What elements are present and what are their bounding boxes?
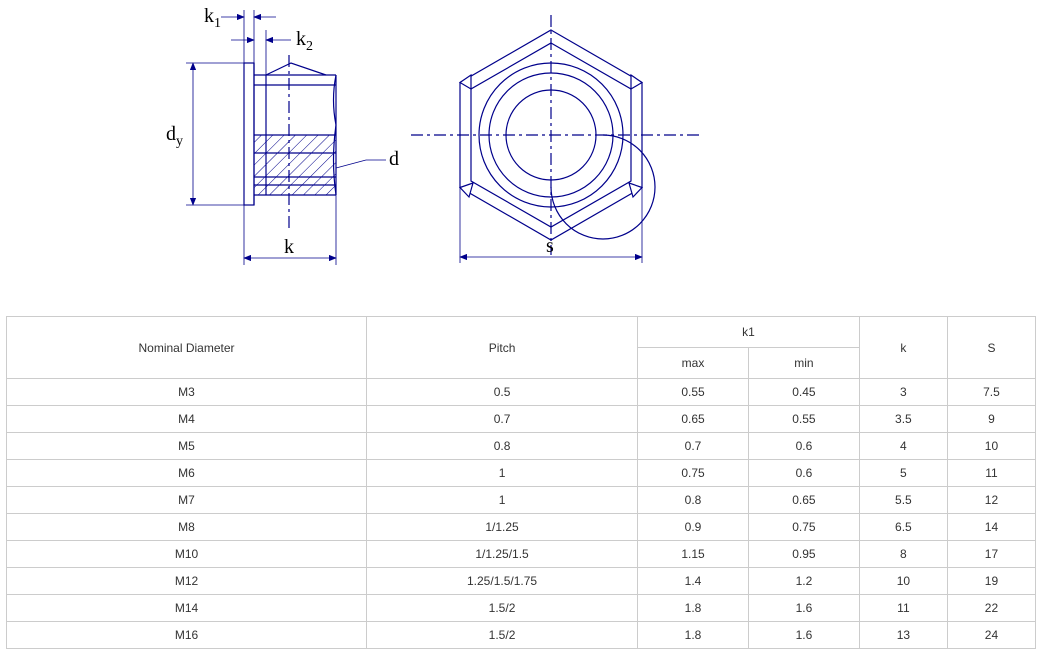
table-body: M30.50.550.4537.5M40.70.650.553.59M50.80… [7, 379, 1036, 649]
table-cell: M12 [7, 568, 367, 595]
label-k2-sub: 2 [306, 39, 313, 54]
table-cell: 0.9 [638, 514, 749, 541]
table-cell: 1.8 [638, 622, 749, 649]
table-cell: 1.15 [638, 541, 749, 568]
col-pitch: Pitch [367, 317, 638, 379]
table-cell: 1.4 [638, 568, 749, 595]
table-cell: 0.7 [367, 406, 638, 433]
table-row: M101/1.25/1.51.150.95817 [7, 541, 1036, 568]
table-row: M40.70.650.553.59 [7, 406, 1036, 433]
table-cell: 10 [947, 433, 1035, 460]
table-cell: 4 [859, 433, 947, 460]
label-k: k [284, 236, 294, 258]
table-cell: 3 [859, 379, 947, 406]
table-row: M610.750.6511 [7, 460, 1036, 487]
label-k1: k [204, 5, 214, 27]
label-d: d [389, 148, 399, 170]
table-cell: 5 [859, 460, 947, 487]
table-cell: 10 [859, 568, 947, 595]
table-cell: 19 [947, 568, 1035, 595]
table-cell: M10 [7, 541, 367, 568]
col-nominal-diameter: Nominal Diameter [7, 317, 367, 379]
dimensions-table: Nominal Diameter Pitch k1 k S max min M3… [6, 316, 1036, 649]
label-k2: k [296, 28, 306, 50]
table-cell: M3 [7, 379, 367, 406]
table-cell: 1 [367, 460, 638, 487]
table-cell: 0.65 [638, 406, 749, 433]
table-header: Nominal Diameter Pitch k1 k S max min [7, 317, 1036, 379]
label-k1-sub: 1 [214, 16, 221, 31]
table-row: M50.80.70.6410 [7, 433, 1036, 460]
table-row: M81/1.250.90.756.514 [7, 514, 1036, 541]
table-cell: 13 [859, 622, 947, 649]
svg-text:k1: k1 [204, 5, 221, 31]
table-row: M141.5/21.81.61122 [7, 595, 1036, 622]
table-cell: 1.5/2 [367, 622, 638, 649]
table-cell: 24 [947, 622, 1035, 649]
table-cell: 0.45 [748, 379, 859, 406]
table-cell: 3.5 [859, 406, 947, 433]
page-container: k1 k2 dy [0, 0, 1042, 649]
table-cell: 1.5/2 [367, 595, 638, 622]
table-cell: 0.75 [638, 460, 749, 487]
table-row: M161.5/21.81.61324 [7, 622, 1036, 649]
table-cell: 1.8 [638, 595, 749, 622]
table-cell: M14 [7, 595, 367, 622]
table-cell: 7.5 [947, 379, 1035, 406]
table-cell: 1/1.25/1.5 [367, 541, 638, 568]
table-cell: M5 [7, 433, 367, 460]
table-cell: 0.55 [748, 406, 859, 433]
table-cell: 6.5 [859, 514, 947, 541]
table-row: M710.80.655.512 [7, 487, 1036, 514]
table-cell: 0.7 [638, 433, 749, 460]
label-s: s [546, 235, 554, 257]
table-cell: 0.55 [638, 379, 749, 406]
table-cell: 5.5 [859, 487, 947, 514]
svg-text:k2: k2 [296, 28, 313, 54]
side-view: k1 k2 dy [166, 5, 399, 265]
table-cell: M8 [7, 514, 367, 541]
table-cell: M7 [7, 487, 367, 514]
col-s: S [947, 317, 1035, 379]
table-cell: 1.2 [748, 568, 859, 595]
front-view: s [411, 15, 701, 263]
col-k: k [859, 317, 947, 379]
table-cell: 1.6 [748, 622, 859, 649]
label-dy: d [166, 123, 176, 145]
table-cell: 1.6 [748, 595, 859, 622]
table-cell: M4 [7, 406, 367, 433]
table-cell: 1/1.25 [367, 514, 638, 541]
table-cell: 12 [947, 487, 1035, 514]
table-cell: 0.8 [367, 433, 638, 460]
svg-text:dy: dy [166, 123, 183, 149]
col-k1-max: max [638, 348, 749, 379]
table-cell: 14 [947, 514, 1035, 541]
table-cell: M6 [7, 460, 367, 487]
diagram-svg: k1 k2 dy [131, 5, 911, 305]
table-cell: 1 [367, 487, 638, 514]
table-cell: 0.6 [748, 460, 859, 487]
table-cell: 0.75 [748, 514, 859, 541]
table-row: M121.25/1.5/1.751.41.21019 [7, 568, 1036, 595]
col-k1: k1 [638, 317, 860, 348]
table-cell: 22 [947, 595, 1035, 622]
table-cell: 0.8 [638, 487, 749, 514]
table-cell: 11 [859, 595, 947, 622]
table-cell: 0.65 [748, 487, 859, 514]
technical-diagram: k1 k2 dy [0, 0, 1042, 310]
table-cell: M16 [7, 622, 367, 649]
table-cell: 0.5 [367, 379, 638, 406]
table-cell: 11 [947, 460, 1035, 487]
table-cell: 17 [947, 541, 1035, 568]
table-cell: 0.6 [748, 433, 859, 460]
col-k1-min: min [748, 348, 859, 379]
table-cell: 9 [947, 406, 1035, 433]
table-cell: 1.25/1.5/1.75 [367, 568, 638, 595]
table-cell: 8 [859, 541, 947, 568]
label-dy-sub: y [176, 134, 183, 149]
table-cell: 0.95 [748, 541, 859, 568]
table-row: M30.50.550.4537.5 [7, 379, 1036, 406]
